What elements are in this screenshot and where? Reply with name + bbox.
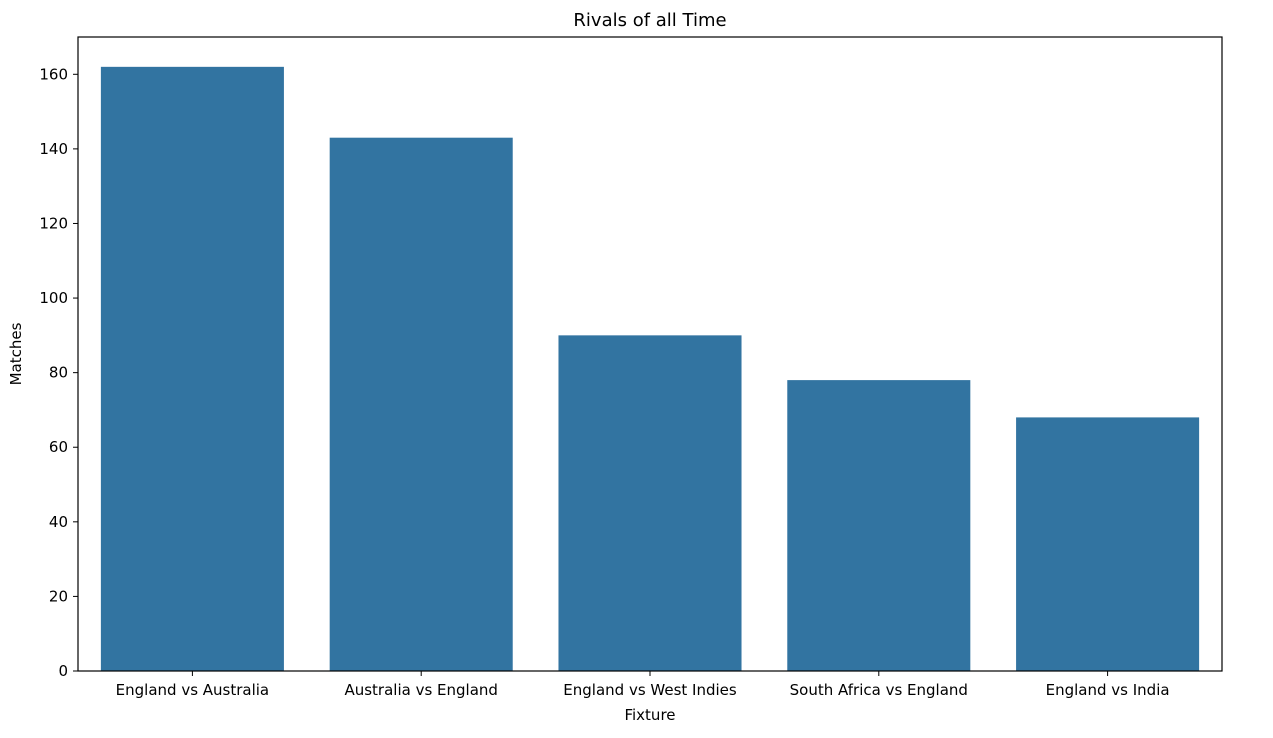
bars-group [100, 66, 1200, 672]
y-axis-label: Matches [7, 322, 25, 385]
bar-2 [558, 335, 742, 671]
x-axis-ticks: England vs Australia Australia vs England… [116, 671, 1170, 699]
x-tick-label: South Africa vs England [790, 681, 968, 699]
chart-title: Rivals of all Time [573, 10, 726, 31]
y-tick-label: 100 [39, 289, 68, 307]
x-tick-label: England vs India [1046, 681, 1170, 699]
bar-0 [100, 66, 284, 672]
x-tick-label: England vs West Indies [563, 681, 737, 699]
bar-1 [329, 137, 513, 671]
bar-4 [1016, 417, 1200, 671]
bar-3 [787, 380, 971, 671]
y-tick-label: 140 [39, 140, 68, 158]
y-tick-label: 80 [49, 364, 68, 382]
y-axis-ticks: 0 20 40 60 80 100 120 140 160 [39, 65, 78, 680]
y-tick-label: 40 [49, 513, 68, 531]
y-tick-label: 0 [58, 662, 68, 680]
x-tick-label: Australia vs England [344, 681, 497, 699]
plot-frame [77, 36, 1223, 672]
y-tick-label: 120 [39, 214, 68, 232]
y-tick-label: 160 [39, 65, 68, 83]
y-tick-label: 60 [49, 438, 68, 456]
y-tick-label: 20 [49, 587, 68, 605]
x-tick-label: England vs Australia [116, 681, 269, 699]
x-axis-label: Fixture [624, 706, 675, 724]
